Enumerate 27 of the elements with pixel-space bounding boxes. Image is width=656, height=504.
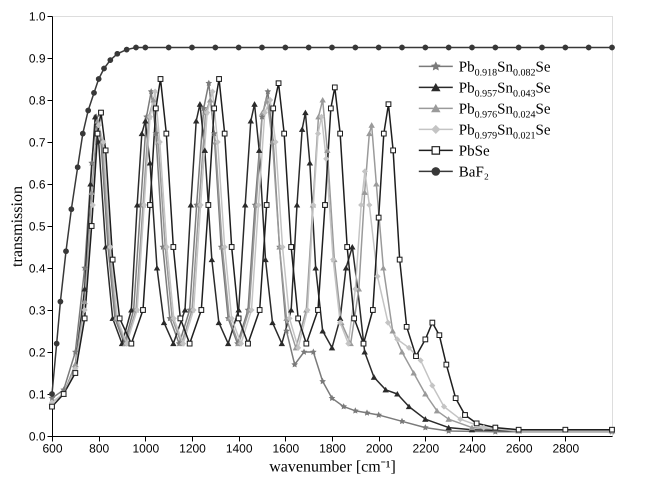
y-tick-label: 0.6 [28, 178, 46, 192]
x-tick-label: 2400 [459, 442, 486, 456]
y-tick-label: 0.5 [28, 220, 46, 234]
y-tick-label: 0.1 [28, 388, 46, 402]
legend-label: BaF₂ [458, 164, 490, 180]
y-axis-title: transmission [8, 186, 26, 267]
x-tick-label: 2200 [412, 442, 440, 456]
y-tick-label: 0.2 [28, 346, 46, 360]
x-tick-label: 1200 [179, 442, 206, 456]
x-tick-label: 600 [42, 442, 63, 456]
y-tick-label: 0.8 [28, 94, 46, 108]
x-tick-label: 1600 [272, 442, 300, 456]
x-tick-label: 1800 [319, 442, 346, 456]
legend-label: PbSe [458, 143, 490, 160]
x-tick-label: 1000 [132, 442, 160, 456]
x-tick-label: 2600 [506, 442, 533, 456]
x-axis-title: wavenumber [cm⁻¹] [269, 458, 396, 476]
x-tick-label: 2800 [552, 442, 580, 456]
y-tick-label: 0.7 [28, 136, 46, 150]
x-tick-label: 1400 [226, 442, 253, 456]
y-tick-label: 0.3 [28, 304, 46, 318]
y-tick-label: 0.4 [28, 262, 46, 276]
x-tick-label: 800 [89, 442, 110, 456]
y-tick-label: 0.9 [28, 52, 46, 66]
y-tick-label: 0.0 [28, 430, 46, 444]
x-tick-label: 2000 [366, 442, 393, 456]
y-tick-label: 1.0 [28, 10, 46, 24]
